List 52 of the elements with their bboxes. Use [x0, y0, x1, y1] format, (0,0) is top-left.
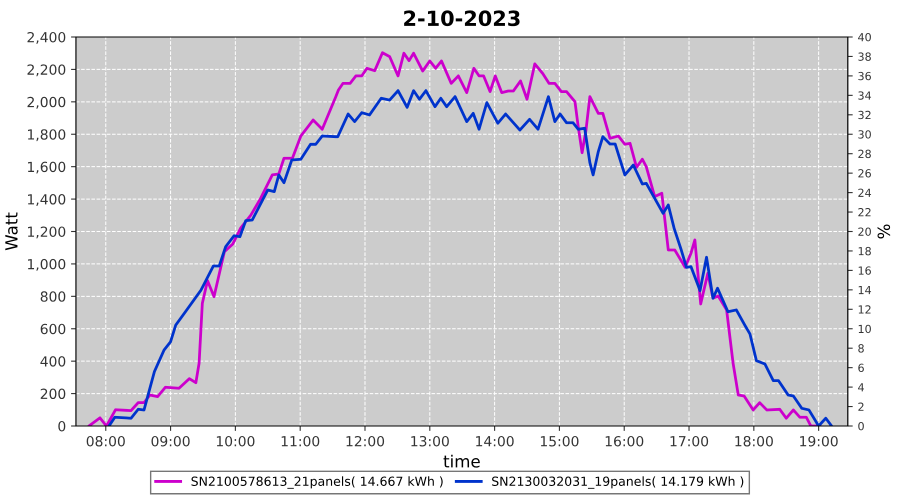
y-tick-label: 1,200 [28, 226, 66, 238]
y-tick-label: 400 [40, 356, 66, 367]
y2-tick-label: 40 [858, 32, 871, 42]
y-tick-label: 0 [58, 420, 66, 432]
y2-tick-label: 2 [858, 402, 864, 411]
y-tick-label: 1,400 [28, 194, 66, 206]
y2-tick-label: 26 [858, 169, 871, 178]
x-tick-label: 15:00 [540, 436, 579, 446]
y2-tick-label: 28 [858, 150, 871, 158]
y-tick-label: 1,800 [28, 129, 66, 142]
y2-tick-label: 18 [858, 246, 871, 256]
x-tick-label: 18:00 [735, 436, 773, 446]
x-tick-label: 11:00 [282, 436, 320, 446]
y2-tick-label: 8 [858, 344, 864, 353]
legend-label: SN2130032031_19panels( 14.179 kWh ) [492, 476, 744, 489]
x-tick-label: 17:00 [670, 436, 708, 446]
y-tick-label: 1,000 [28, 258, 66, 271]
y-tick-label: 800 [40, 291, 66, 302]
y-tick-label: 2,400 [27, 32, 66, 44]
y-tick-label: 2,200 [27, 64, 66, 76]
x-tick-label: 14:00 [476, 436, 514, 446]
legend-label: SN2100578613_21panels( 14.667 kWh ) [191, 476, 443, 489]
y-tick-label: 1,600 [28, 162, 66, 174]
y2-tick-label: 10 [858, 324, 871, 334]
y-tick-label: 200 [40, 388, 66, 400]
y-tick-label: 600 [40, 324, 66, 334]
y2-tick-label: 36 [858, 72, 871, 80]
y2-tick-label: 12 [858, 305, 871, 314]
y-axis-title: Watt [5, 212, 18, 250]
y2-tick-label: 30 [858, 130, 871, 139]
y2-tick-label: 4 [858, 383, 864, 392]
y2-tick-label: 0 [858, 422, 864, 430]
x-tick-label: 09:00 [151, 436, 190, 446]
x-tick-label: 08:00 [86, 436, 125, 446]
y2-tick-label: 34 [858, 91, 872, 100]
y2-tick-label: 14 [858, 286, 872, 294]
x-tick-label: 12:00 [346, 436, 384, 446]
y2-tick-label: 24 [858, 188, 872, 197]
chart-title: 2-10-2023 [404, 10, 520, 26]
y2-tick-label: 38 [858, 52, 871, 61]
x-tick-label: 10:00 [216, 436, 254, 446]
y-tick-label: 2,000 [27, 96, 66, 109]
x-tick-label: 19:00 [800, 436, 838, 446]
y2-tick-label: 32 [858, 110, 871, 120]
x-axis-title: time [444, 454, 480, 468]
y2-axis-title: % [878, 224, 890, 238]
y2-tick-label: 22 [858, 208, 871, 216]
y2-tick-label: 6 [858, 364, 864, 372]
y2-tick-label: 16 [858, 266, 871, 275]
x-tick-label: 13:00 [411, 436, 449, 446]
y2-tick-label: 20 [858, 227, 871, 236]
x-tick-label: 16:00 [606, 436, 644, 446]
